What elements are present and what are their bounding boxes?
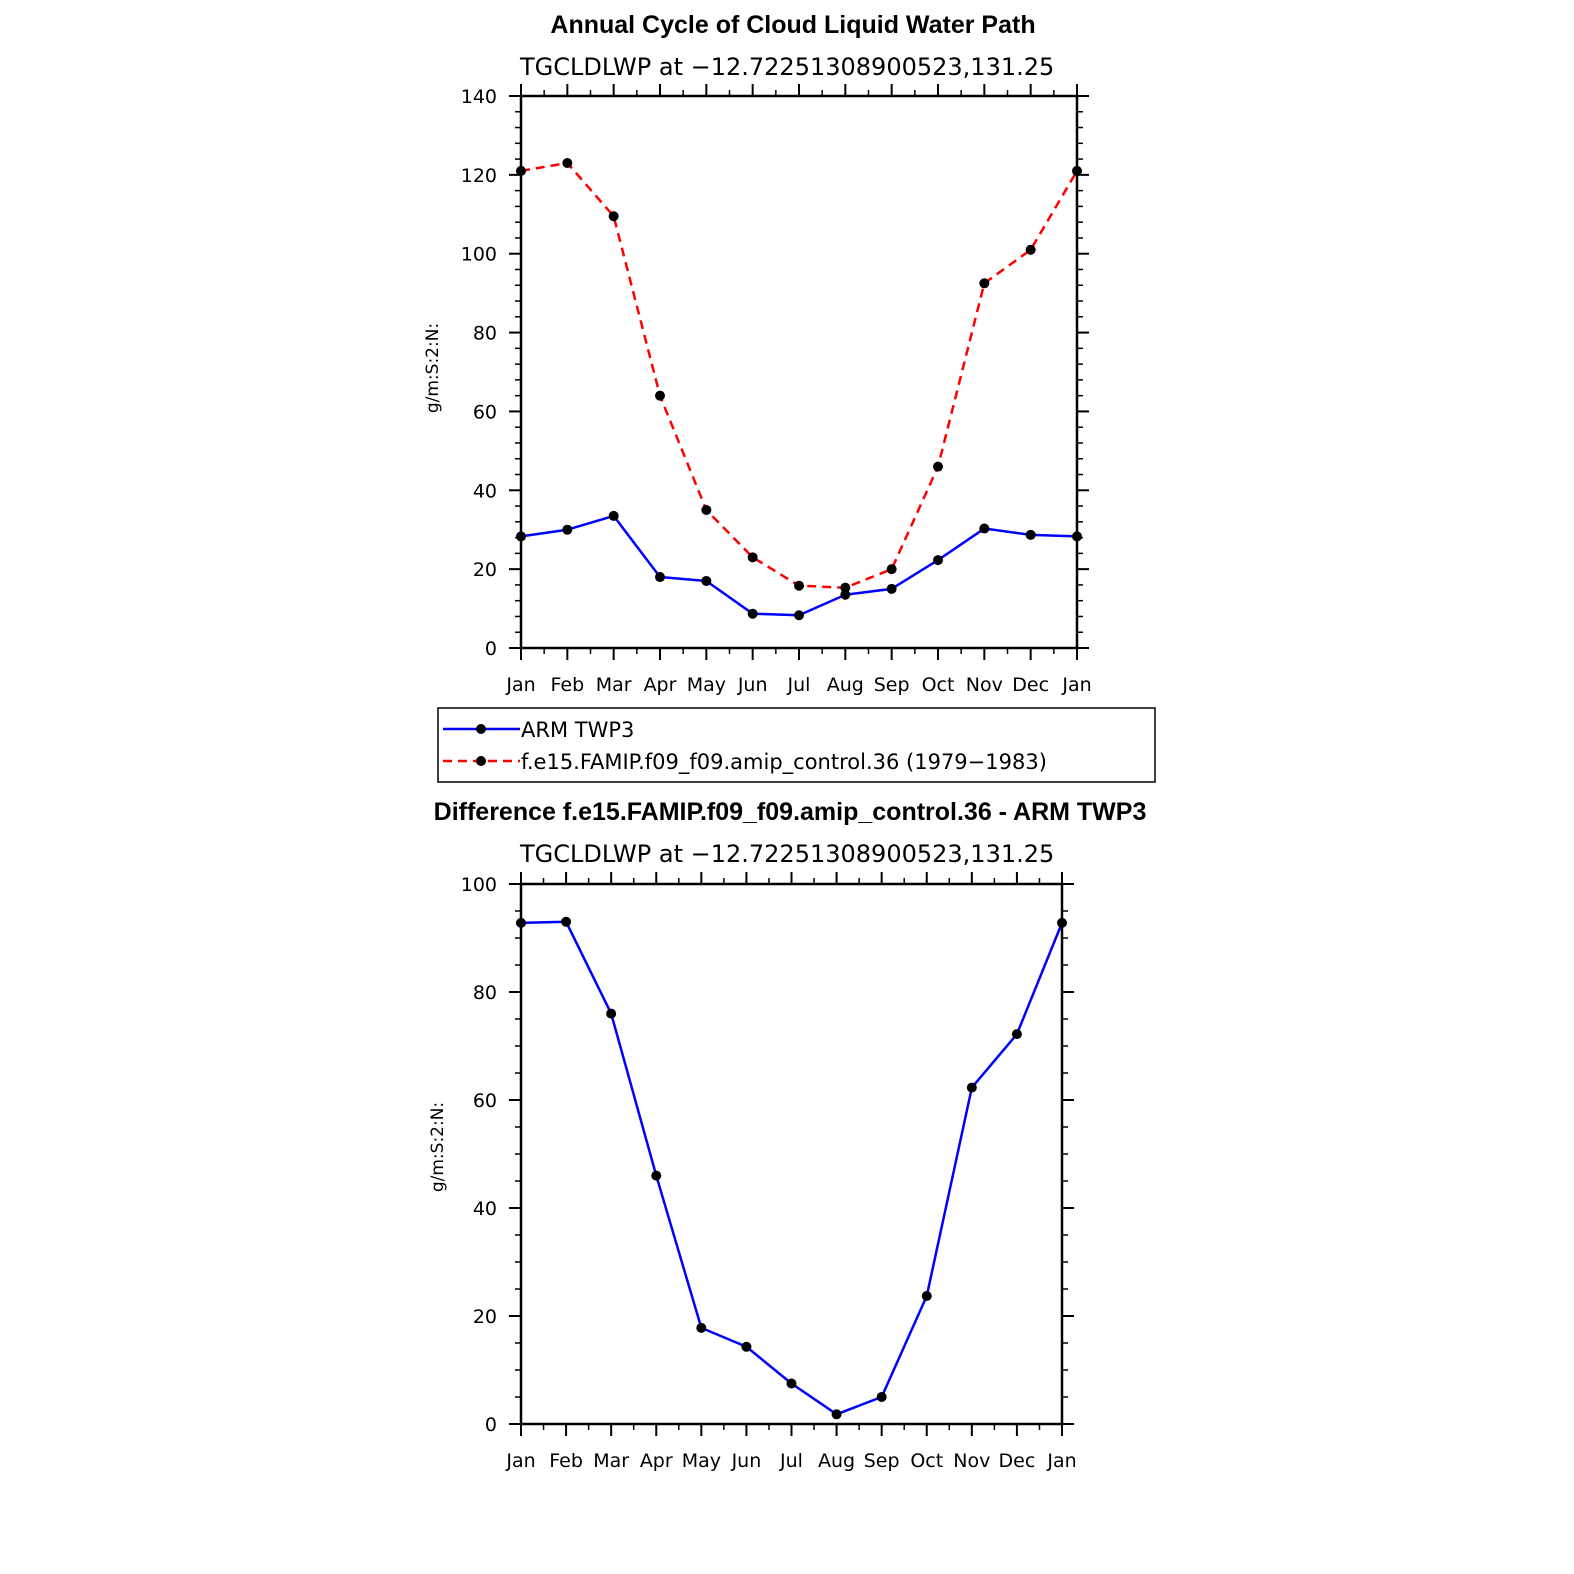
bottom-series-0-point	[1011, 1029, 1022, 1040]
top-x-tick-label: Dec	[1012, 674, 1049, 696]
bottom-x-tick-label: May	[682, 1450, 721, 1472]
top-y-tick-label: 60	[473, 401, 497, 423]
bottom-x-tick-label: Apr	[640, 1450, 673, 1472]
bottom-y-tick-label: 60	[473, 1090, 497, 1112]
top-x-tick-label: Jan	[505, 674, 535, 696]
bottom-x-tick-label: Dec	[999, 1450, 1036, 1472]
bottom-series-0-point	[741, 1341, 752, 1352]
top-series-1-point	[701, 505, 712, 515]
top-x-tick-label: Feb	[551, 674, 585, 696]
top-y-tick-label: 40	[473, 480, 497, 502]
legend-marker-famip	[476, 756, 486, 766]
top-series-0-point	[886, 583, 897, 594]
top-x-tick-label: Apr	[644, 674, 677, 696]
top-x-tick-label: Jun	[737, 674, 768, 696]
bottom-chart-panel: Difference f.e15.FAMIP.f09_f09.amip_cont…	[428, 798, 1146, 1472]
top-x-tick-label: Sep	[874, 674, 910, 696]
top-series-1-point	[608, 211, 619, 222]
bottom-x-tick-label: Aug	[818, 1450, 855, 1472]
top-series-1-point	[747, 552, 758, 563]
top-plot-frame	[519, 94, 1079, 650]
top-y-tick-label: 100	[461, 244, 497, 266]
top-series-line-1	[520, 161, 1079, 589]
legend-marker-arm-twp3	[476, 724, 486, 734]
bottom-y-tick-label: 0	[485, 1414, 497, 1436]
top-series-1-point	[794, 580, 804, 591]
bottom-series-0-point	[831, 1409, 842, 1420]
top-series-0-point	[979, 523, 990, 534]
top-x-tick-label: May	[687, 674, 726, 696]
bottom-series-0-point	[516, 917, 526, 928]
bottom-chart-y-axis-label: g/m:S:2:N:	[428, 1102, 448, 1192]
bottom-chart-subtitle: TGCLDLWP at −12.72251308900523,131.25	[519, 840, 1054, 868]
top-series-line-0	[520, 514, 1078, 617]
top-series-1-point	[1072, 165, 1082, 176]
bottom-x-tick-label: Feb	[549, 1450, 583, 1472]
bottom-x-tick-label: Jan	[1046, 1450, 1076, 1472]
legend-label-arm-twp3: ARM TWP3	[521, 718, 634, 742]
bottom-series-0-point	[921, 1291, 932, 1302]
bottom-series-0-point	[606, 1008, 617, 1019]
bottom-series-0-point	[696, 1322, 707, 1333]
top-series-1-point	[933, 461, 943, 472]
legend-box	[437, 707, 1156, 783]
top-series-0-point	[1072, 531, 1082, 542]
bottom-series-0-point	[876, 1392, 887, 1402]
top-x-tick-label: Jul	[787, 674, 811, 696]
bottom-chart-title: Difference f.e15.FAMIP.f09_f09.amip_cont…	[434, 798, 1147, 826]
bottom-y-tick-label: 100	[461, 874, 497, 896]
bottom-series-0-point	[651, 1170, 662, 1181]
bottom-x-tick-label: Jul	[779, 1450, 803, 1472]
top-series-0-point	[655, 572, 665, 583]
bottom-series-line-0	[520, 920, 1064, 1416]
top-x-tick-label: Mar	[596, 674, 632, 696]
top-series-0-point	[933, 555, 943, 566]
bottom-x-tick-label: Jun	[731, 1450, 762, 1472]
top-series-1-point	[562, 158, 573, 169]
legend-label-famip: f.e15.FAMIP.f09_f09.amip_control.36 (197…	[521, 750, 1047, 775]
top-series-0-point	[608, 510, 619, 521]
top-x-tick-label: Jan	[1061, 674, 1091, 696]
top-y-tick-label: 140	[461, 86, 497, 108]
bottom-series-0-point	[966, 1082, 977, 1093]
bottom-x-tick-label: Oct	[910, 1450, 943, 1472]
bottom-x-tick-label: Mar	[593, 1450, 629, 1472]
top-chart-y-axis-label: g/m:S:2:N:	[423, 323, 443, 413]
top-series-1-point	[886, 564, 897, 575]
top-series-0-point	[1025, 529, 1036, 540]
top-y-tick-label: 20	[473, 559, 497, 581]
top-series-0-point	[562, 524, 573, 535]
bottom-series-0-point	[561, 916, 572, 927]
top-series-1-point	[840, 582, 851, 593]
top-series-1-point	[979, 278, 990, 289]
top-x-tick-label: Aug	[827, 674, 864, 696]
bottom-y-tick-label: 80	[473, 982, 497, 1004]
top-y-tick-label: 0	[485, 638, 497, 660]
top-series-0-point	[516, 531, 526, 542]
bottom-series-0-point	[786, 1378, 797, 1389]
bottom-plot-frame	[519, 882, 1064, 1426]
top-x-tick-label: Nov	[966, 674, 1003, 696]
top-series-0-point	[747, 608, 758, 619]
bottom-x-tick-label: Nov	[953, 1450, 990, 1472]
top-chart-subtitle: TGCLDLWP at −12.72251308900523,131.25	[519, 53, 1054, 81]
top-series-1-point	[655, 390, 665, 401]
top-series-0-point	[794, 610, 804, 621]
bottom-y-tick-label: 20	[473, 1306, 497, 1328]
top-chart-legend: ARM TWP3 f.e15.FAMIP.f09_f09.amip_contro…	[437, 707, 1156, 783]
top-series-0-point	[701, 575, 712, 586]
top-y-tick-label: 120	[461, 165, 497, 187]
top-series-1-point	[1025, 244, 1036, 255]
top-chart-panel: Annual Cycle of Cloud Liquid Water Path …	[423, 11, 1092, 696]
top-series-1-point	[516, 165, 526, 176]
top-y-tick-label: 80	[473, 323, 497, 345]
top-chart-title: Annual Cycle of Cloud Liquid Water Path	[550, 11, 1035, 39]
top-x-tick-label: Oct	[922, 674, 955, 696]
bottom-x-tick-label: Jan	[505, 1450, 535, 1472]
bottom-x-tick-label: Sep	[864, 1450, 900, 1472]
bottom-series-0-point	[1057, 917, 1067, 928]
top-series-0-point	[840, 589, 851, 600]
bottom-y-tick-label: 40	[473, 1198, 497, 1220]
